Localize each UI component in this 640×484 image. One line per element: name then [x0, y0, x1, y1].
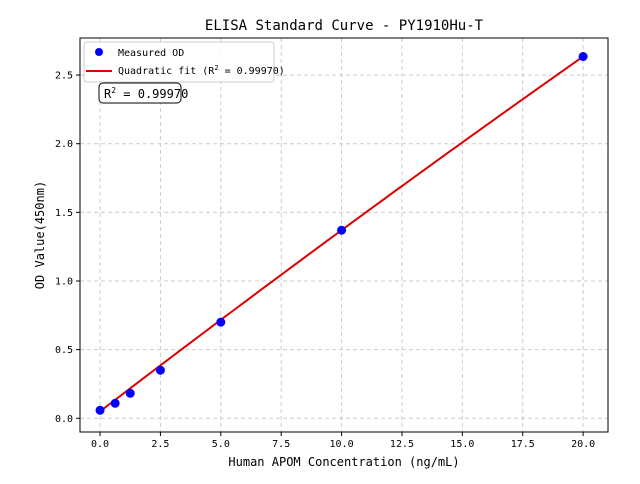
legend-marker-measured — [95, 48, 103, 56]
y-tick-label: 0.5 — [55, 345, 73, 356]
data-point — [216, 317, 226, 327]
points-group — [95, 52, 588, 415]
x-axis-label: Human APOM Concentration (ng/mL) — [228, 455, 459, 469]
y-tick-label: 1.5 — [55, 208, 73, 219]
y-ticks: 0.0 0.5 1.0 1.5 2.0 2.5 — [55, 71, 80, 425]
legend-label-fit: Quadratic fit (R2 = 0.99970) — [118, 64, 285, 77]
y-tick-label: 2.5 — [55, 71, 73, 82]
data-point — [110, 398, 120, 408]
x-ticks: 0.0 2.5 5.0 7.5 10.0 12.5 15.0 17.5 20.0 — [91, 432, 595, 450]
x-tick-label: 15.0 — [450, 439, 474, 450]
x-tick-label: 5.0 — [212, 439, 230, 450]
legend-box — [83, 41, 275, 83]
r2-box — [98, 82, 182, 104]
r2-annotation: R2 = 0.99970 — [98, 82, 188, 104]
x-tick-label: 12.5 — [390, 439, 414, 450]
data-point — [125, 388, 135, 398]
x-tick-label: 0.0 — [91, 439, 109, 450]
r2-text: R2 = 0.99970 — [104, 86, 188, 101]
data-point — [155, 365, 165, 375]
chart-title: ELISA Standard Curve - PY1910Hu-T — [205, 18, 484, 34]
y-tick-label: 1.0 — [55, 276, 73, 287]
x-tick-label: 7.5 — [272, 439, 290, 450]
x-tick-label: 2.5 — [151, 439, 169, 450]
y-axis-label: OD Value(450nm) — [33, 181, 47, 289]
y-tick-label: 2.0 — [55, 139, 73, 150]
x-tick-label: 17.5 — [511, 439, 535, 450]
data-point — [337, 225, 347, 235]
data-point — [578, 52, 588, 62]
legend-label-measured: Measured OD — [118, 48, 184, 59]
x-tick-label: 10.0 — [330, 439, 354, 450]
plot-frame — [79, 37, 609, 433]
legend: Measured OD Quadratic fit (R2 = 0.99970) — [83, 41, 285, 83]
data-point — [95, 405, 105, 415]
y-tick-label: 0.0 — [55, 414, 73, 425]
x-tick-label: 20.0 — [571, 439, 595, 450]
